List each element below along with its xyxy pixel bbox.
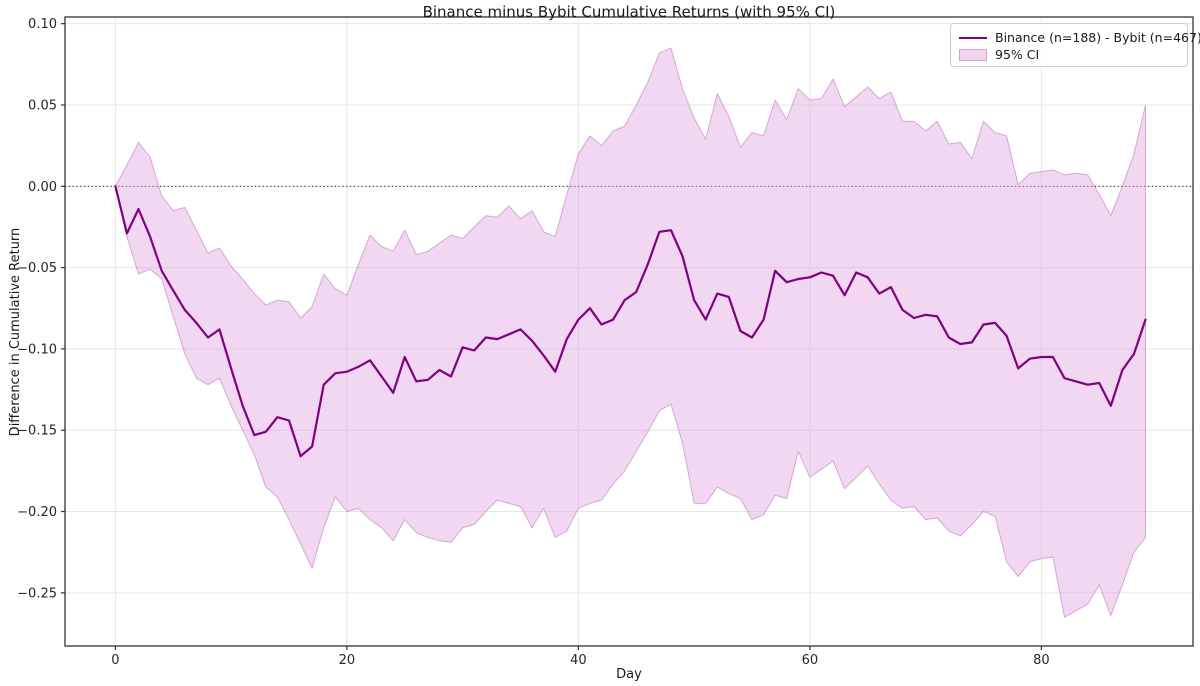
y-tick-label: 0.05 <box>28 98 57 113</box>
difference-line <box>114 185 1147 458</box>
y-tick-label: 0.10 <box>28 17 57 32</box>
y-tick-label: −0.10 <box>17 342 57 357</box>
legend-line-label: Binance (n=188) - Bybit (n=467) <box>995 30 1200 45</box>
tick-marks <box>61 23 1042 650</box>
confidence-band <box>114 47 1146 618</box>
tick-labels: 0.10 0.05 0.00 −0.05 −0.10 −0.15 −0.20 −0.25 0 20… <box>17 17 1049 668</box>
y-tick-label: −0.15 <box>17 424 57 439</box>
y-tick-label: −0.25 <box>17 586 57 601</box>
legend-line-swatch <box>959 36 987 39</box>
legend-band-swatch <box>959 48 987 61</box>
plot-border <box>64 16 1194 647</box>
x-axis-label: Day <box>616 667 642 682</box>
x-tick-label: 20 <box>339 653 356 668</box>
y-tick-label: −0.05 <box>17 261 57 276</box>
chart-title: Binance minus Bybit Cumulative Returns (… <box>422 3 836 21</box>
x-tick-label: 0 <box>111 653 119 668</box>
x-tick-label: 40 <box>570 653 587 668</box>
legend-row-line: Binance (n=188) - Bybit (n=467) <box>959 29 1200 46</box>
legend-band-label: 95% CI <box>995 47 1040 62</box>
x-tick-label: 80 <box>1033 653 1050 668</box>
legend: Binance (n=188) - Bybit (n=467) 95% CI <box>950 23 1200 67</box>
legend-row-band: 95% CI <box>959 46 1179 63</box>
x-tick-label: 60 <box>802 653 819 668</box>
y-tick-label: −0.20 <box>17 505 57 520</box>
y-axis-label: Difference in Cumulative Return <box>8 227 23 437</box>
y-tick-label: 0.00 <box>28 180 57 195</box>
